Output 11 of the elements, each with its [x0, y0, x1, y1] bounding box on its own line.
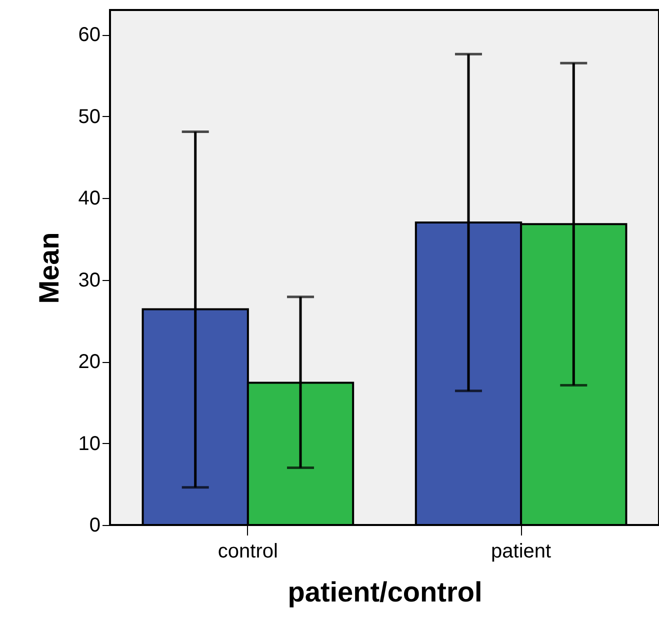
y-axis-title: Mean	[33, 232, 64, 304]
y-tick-label: 60	[78, 24, 100, 46]
x-axis-title: patient/control	[288, 576, 482, 608]
y-tick-label: 30	[78, 269, 100, 292]
y-tick-label: 20	[78, 351, 100, 374]
y-tick-label: 10	[78, 432, 100, 455]
x-tick-label: control	[218, 540, 278, 562]
y-tick-label: 50	[78, 106, 100, 128]
x-tick-label: patient	[491, 540, 552, 562]
y-tick-label: 40	[78, 188, 100, 210]
y-tick-label: 0	[89, 514, 100, 536]
